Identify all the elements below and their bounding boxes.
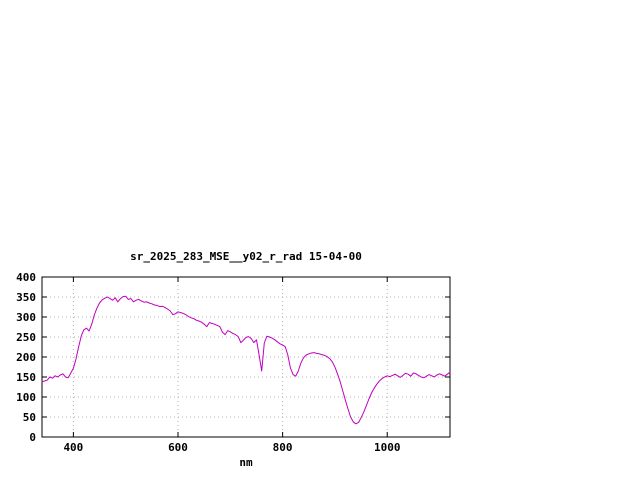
y-tick-label: 350 xyxy=(16,291,36,304)
y-tick-label: 0 xyxy=(29,431,36,444)
y-tick-label: 300 xyxy=(16,311,36,324)
y-tick-label: 150 xyxy=(16,371,36,384)
x-tick-label: 1000 xyxy=(374,441,401,454)
x-tick-label: 800 xyxy=(273,441,293,454)
x-tick-label: 600 xyxy=(168,441,188,454)
y-tick-label: 400 xyxy=(16,271,36,284)
y-tick-label: 100 xyxy=(16,391,36,404)
y-tick-label: 250 xyxy=(16,331,36,344)
x-tick-label: 400 xyxy=(63,441,83,454)
spectral-curve xyxy=(41,295,451,425)
x-axis-label: nm xyxy=(239,456,253,469)
y-tick-label: 50 xyxy=(23,411,36,424)
y-tick-label: 200 xyxy=(16,351,36,364)
chart-title: sr_2025_283_MSE__y02_r_rad 15-04-00 xyxy=(130,250,362,263)
